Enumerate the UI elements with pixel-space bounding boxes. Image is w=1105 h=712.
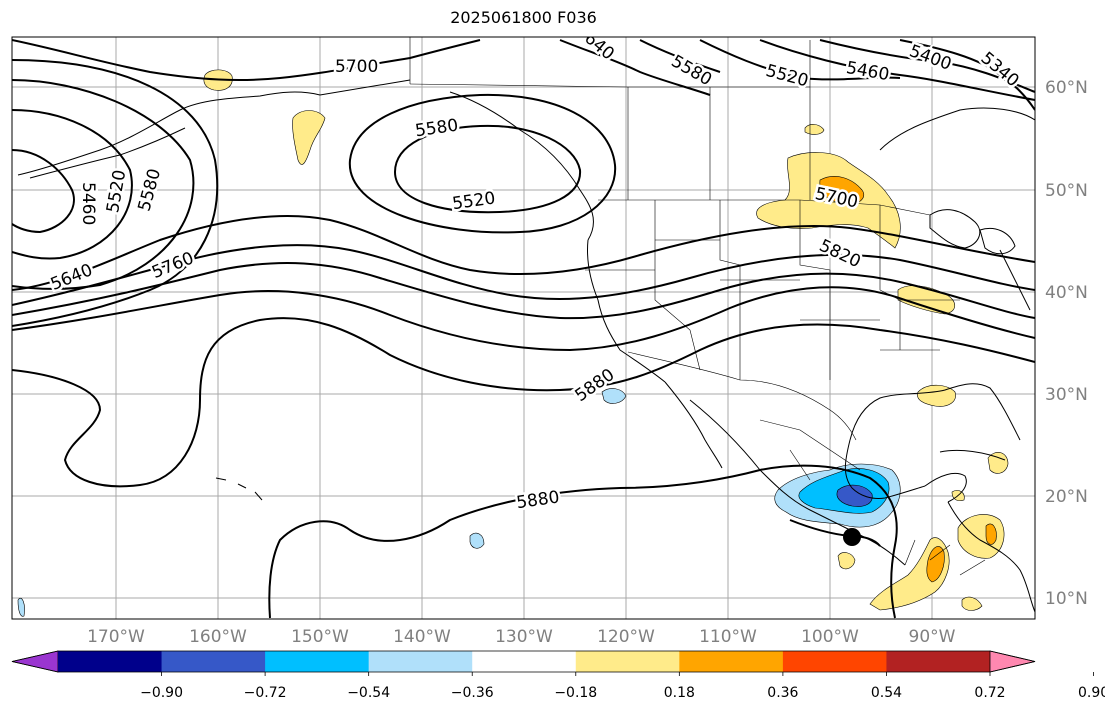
alaska-coast bbox=[17, 79, 411, 176]
hudson-bay bbox=[879, 107, 1035, 151]
latitude-label: 20°N bbox=[1045, 487, 1088, 507]
longitude-labels: 170°W 160°W 150°W 140°W 130°W 120°W 110°W 100°W… bbox=[87, 627, 956, 647]
mexico-gulf-coast bbox=[844, 439, 926, 499]
colorbar-segment bbox=[265, 651, 370, 672]
longitude-label: 90°W bbox=[909, 627, 956, 647]
longitude-label: 160°W bbox=[189, 627, 247, 647]
colorbar-tick-label: −0.72 bbox=[244, 685, 287, 701]
central-america-borders bbox=[904, 539, 986, 576]
territory-border bbox=[409, 83, 810, 88]
colorbar-segment bbox=[782, 651, 887, 672]
positive-anomaly-small-b bbox=[961, 596, 983, 611]
colorbar-tick-label: −0.90 bbox=[140, 685, 183, 701]
great-lakes bbox=[929, 209, 1016, 255]
contour-west-5460 bbox=[12, 149, 75, 234]
baja-california bbox=[664, 381, 723, 469]
hawaii-islands bbox=[215, 477, 263, 501]
colorbar-extend-high bbox=[989, 650, 1036, 673]
contour-west-5520 bbox=[12, 109, 133, 260]
positive-anomaly-caribbean-core bbox=[985, 523, 997, 545]
colorbar-segment bbox=[575, 651, 680, 672]
contour-5880-south bbox=[268, 464, 898, 619]
colorbar-tick-label: −0.18 bbox=[554, 685, 597, 701]
latitude-label: 50°N bbox=[1045, 181, 1088, 201]
latitude-label: 60°N bbox=[1045, 78, 1088, 98]
colorbar-tick-label: −0.36 bbox=[451, 685, 494, 701]
colorbar-tick-label: 0.90 bbox=[1078, 685, 1105, 701]
map-frame bbox=[11, 36, 1036, 620]
positive-anomaly-canada-core bbox=[819, 176, 865, 205]
positive-anomaly-central-america-core bbox=[926, 546, 945, 583]
location-marker bbox=[843, 528, 861, 546]
colorbar-segment bbox=[368, 651, 473, 672]
negative-anomaly-mexico-core bbox=[836, 484, 873, 507]
colorbar-tick-label: 0.36 bbox=[767, 685, 798, 701]
colorbar-tick-label: 0.54 bbox=[871, 685, 902, 701]
longitude-label: 130°W bbox=[495, 627, 553, 647]
contour-5640-north bbox=[559, 39, 711, 96]
contour-5520-north bbox=[699, 39, 901, 81]
negative-anomaly-pacific bbox=[469, 532, 485, 549]
negative-anomaly-edge bbox=[17, 597, 25, 617]
negative-anomaly-baja bbox=[601, 388, 627, 404]
latitude-label: 30°N bbox=[1045, 385, 1088, 405]
contour-5640-band bbox=[12, 215, 1035, 291]
height-contours bbox=[12, 39, 1035, 619]
longitude-label: 100°W bbox=[801, 627, 859, 647]
contour-5460-north bbox=[759, 39, 1035, 101]
contour-5340-north bbox=[899, 39, 1035, 111]
state-border-2 bbox=[719, 200, 741, 380]
contour-west-5640 bbox=[12, 59, 219, 327]
colorbar-extend-low bbox=[11, 650, 59, 673]
contour-label: 5460 bbox=[78, 182, 98, 225]
longitude-label: 110°W bbox=[699, 627, 757, 647]
contour-5700-north bbox=[12, 39, 481, 81]
longitude-label: 170°W bbox=[87, 627, 145, 647]
colorbar-tick-label: 0.72 bbox=[974, 685, 1005, 701]
colorbar-segment bbox=[679, 651, 784, 672]
contour-5760-band bbox=[12, 262, 1035, 320]
contour-label: 5700 bbox=[335, 57, 378, 77]
yucatan-peninsula bbox=[924, 472, 967, 503]
map-title: 2025061800 F036 bbox=[450, 8, 597, 27]
contour-5820-band bbox=[12, 286, 1035, 352]
colorbar-outline bbox=[11, 650, 1036, 673]
latitude-label: 40°N bbox=[1045, 283, 1088, 303]
us-canada-border bbox=[598, 199, 931, 216]
contour-low-5520 bbox=[393, 124, 582, 214]
contour-5880-main bbox=[12, 317, 1035, 488]
latitude-label: 10°N bbox=[1045, 589, 1088, 609]
latitude-labels: 60°N 50°N 40°N 30°N 20°N 10°N bbox=[1045, 78, 1088, 609]
longitude-label: 120°W bbox=[597, 627, 655, 647]
colorbar-tick-label: 0.18 bbox=[664, 685, 695, 701]
positive-anomaly-canada bbox=[756, 152, 901, 249]
colorbar-segment bbox=[58, 651, 163, 672]
colorbar-segment bbox=[161, 651, 266, 672]
gulf-of-mexico-coast bbox=[849, 383, 1021, 441]
contour-low-5580 bbox=[348, 93, 617, 234]
longitude-label: 140°W bbox=[393, 627, 451, 647]
contour-5580-north bbox=[639, 39, 721, 73]
colorbar-segment bbox=[472, 651, 577, 672]
state-border-3 bbox=[799, 200, 831, 380]
longitude-label: 150°W bbox=[291, 627, 349, 647]
positive-anomaly-gulf-alaska bbox=[292, 110, 326, 165]
central-america-coast bbox=[947, 501, 1035, 613]
positive-anomaly-yucatan bbox=[987, 452, 1009, 474]
cuba bbox=[939, 449, 1006, 461]
colorbar-tick-labels: −0.90 −0.72 −0.54 −0.36 −0.18 0.18 0.36 0.54 0.7… bbox=[140, 672, 1105, 701]
positive-anomaly-small-a bbox=[837, 552, 856, 570]
colorbar-tick-label: −0.54 bbox=[347, 685, 390, 701]
colorbar bbox=[11, 650, 1036, 673]
positive-anomaly-gulf-coast bbox=[917, 384, 956, 407]
contour-5700-band bbox=[12, 244, 1035, 306]
anomaly-shading bbox=[17, 69, 1009, 617]
contour-west-5580 bbox=[12, 79, 195, 290]
colorbar-segment bbox=[886, 651, 991, 672]
